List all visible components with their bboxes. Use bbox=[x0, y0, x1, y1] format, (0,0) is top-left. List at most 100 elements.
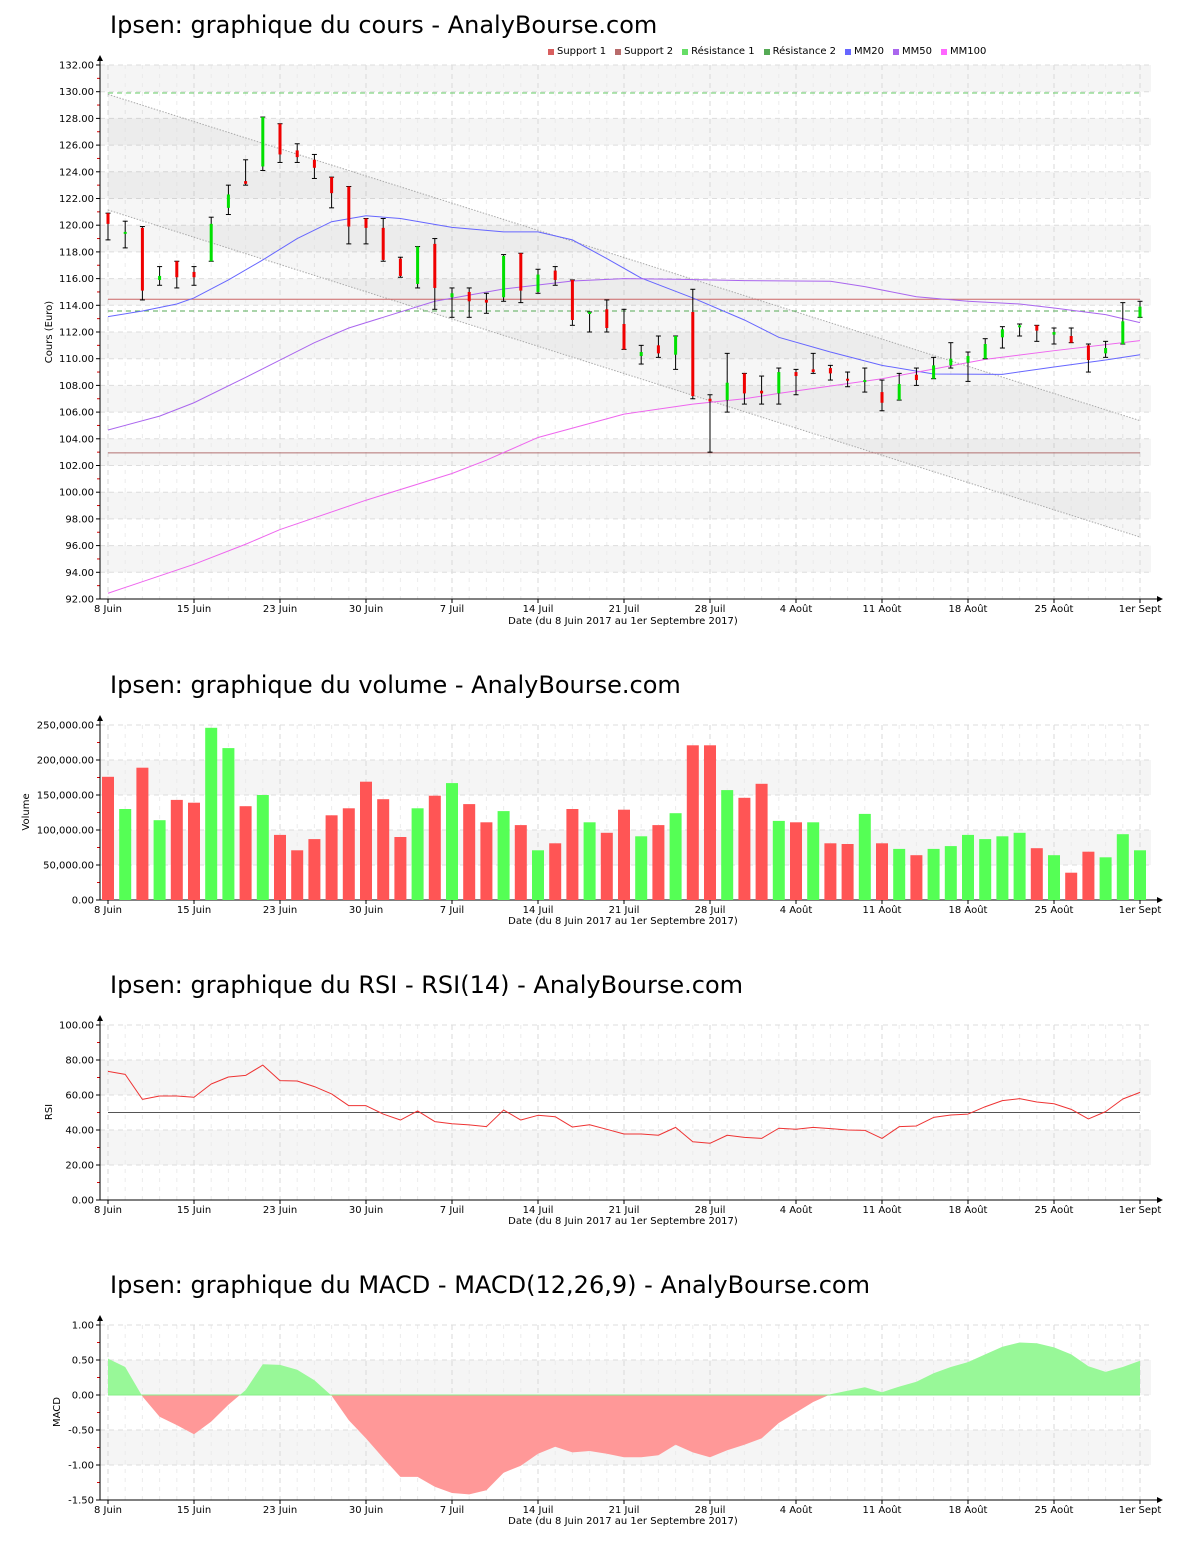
volume-bar bbox=[360, 781, 372, 900]
legend-swatch-resistance-1-icon bbox=[682, 49, 689, 55]
candle-body bbox=[1138, 306, 1142, 318]
macd-y-axis-title: MACD bbox=[52, 1397, 63, 1427]
candlestick bbox=[1103, 340, 1109, 358]
candle-body bbox=[811, 369, 815, 373]
candlestick bbox=[1120, 302, 1126, 345]
y-tick-label: 250,000.00 bbox=[37, 721, 94, 732]
candlestick bbox=[1068, 327, 1074, 344]
volume-bar bbox=[153, 820, 166, 900]
y-tick-label: 104.00 bbox=[59, 434, 94, 445]
candle-body bbox=[983, 344, 987, 359]
x-tick-label: 18 Août bbox=[949, 1504, 988, 1516]
y-tick-label: 80.00 bbox=[65, 1056, 94, 1067]
candlestick bbox=[1017, 323, 1023, 337]
price-y-axis-title: Cours (Euro) bbox=[44, 300, 55, 364]
y-tick-label: 98.00 bbox=[65, 514, 94, 525]
x-tick-label: 11 Août bbox=[863, 603, 902, 615]
volume-bar bbox=[962, 834, 974, 900]
shaded-band bbox=[100, 65, 1151, 92]
y-tick-label: 100,000.00 bbox=[37, 826, 94, 837]
x-tick-label: 18 Août bbox=[949, 1204, 988, 1216]
y-tick-label: 100.00 bbox=[59, 488, 94, 499]
volume-bar bbox=[772, 820, 785, 900]
legend-label: Résistance 2 bbox=[772, 46, 837, 57]
volume-bar bbox=[325, 815, 338, 900]
candle-body bbox=[278, 123, 282, 155]
candle-body bbox=[1018, 325, 1022, 328]
y-tick-label: 116.00 bbox=[59, 274, 94, 285]
legend-item-support-1: Support 1 bbox=[548, 46, 606, 58]
volume-chart-title: Ipsen: graphique du volume - AnalyBourse… bbox=[110, 671, 681, 699]
candle-body bbox=[330, 177, 334, 194]
volume-bar bbox=[566, 809, 579, 900]
x-tick-label: 25 Août bbox=[1035, 1204, 1074, 1216]
x-tick-label: 7 Juil bbox=[440, 1205, 464, 1216]
candle-body bbox=[674, 336, 678, 355]
candlestick bbox=[105, 212, 111, 241]
x-tick-label: 23 Juin bbox=[263, 1205, 297, 1216]
volume-bar bbox=[291, 850, 304, 900]
legend-item-mm20: MM20 bbox=[845, 46, 884, 58]
y-tick-label: 118.00 bbox=[59, 247, 94, 258]
y-tick-label: 106.00 bbox=[59, 408, 94, 419]
candlestick bbox=[707, 394, 713, 453]
volume-bar bbox=[342, 808, 355, 900]
x-tick-label: 1er Sept bbox=[1119, 905, 1162, 916]
candlestick bbox=[604, 299, 610, 333]
volume-bar bbox=[1048, 855, 1060, 900]
candlestick bbox=[690, 288, 696, 400]
macd-x-axis-title: Date (du 8 Juin 2017 au 1er Septembre 20… bbox=[508, 1516, 738, 1527]
x-tick-label: 21 Juil bbox=[609, 1205, 640, 1216]
candlestick bbox=[380, 218, 386, 262]
candle-body bbox=[914, 374, 918, 381]
price-chart-legend: Support 1 Support 2 Résistance 1 Résista… bbox=[548, 46, 986, 58]
volume-y-axis-title: Volume bbox=[21, 793, 32, 831]
candle-body bbox=[502, 255, 506, 298]
x-tick-label: 14 Juil bbox=[523, 905, 554, 916]
candle-body bbox=[846, 378, 850, 381]
x-tick-label: 7 Juil bbox=[440, 905, 464, 916]
volume-bar bbox=[377, 799, 390, 900]
candlestick bbox=[1051, 327, 1057, 345]
x-tick-label: 8 Juin bbox=[94, 1205, 122, 1216]
candle-body bbox=[381, 227, 385, 260]
volume-bar bbox=[841, 844, 854, 900]
candle-body bbox=[398, 258, 402, 276]
shaded-band bbox=[100, 118, 1151, 146]
legend-swatch-mm50-icon bbox=[893, 49, 900, 55]
candle-body bbox=[467, 291, 471, 302]
x-tick-label: 18 Août bbox=[949, 904, 988, 916]
candle-body bbox=[828, 368, 832, 374]
candlestick bbox=[741, 372, 747, 405]
candlestick bbox=[913, 367, 919, 386]
candle-body bbox=[140, 227, 144, 291]
candle-body bbox=[639, 352, 643, 357]
legend-label: Support 1 bbox=[557, 46, 607, 57]
y-tick-label: 200,000.00 bbox=[37, 756, 94, 767]
candle-body bbox=[1104, 348, 1108, 354]
y-tick-label: -1.50 bbox=[68, 1496, 94, 1507]
legend-label: MM20 bbox=[854, 46, 885, 57]
candle-body bbox=[553, 270, 557, 280]
x-tick-label: 14 Juil bbox=[523, 1505, 554, 1516]
candle-body bbox=[691, 311, 695, 397]
legend-label: Support 2 bbox=[624, 46, 674, 57]
y-axis-arrow-icon bbox=[97, 715, 103, 721]
candle-body bbox=[158, 275, 162, 280]
shaded-band bbox=[100, 225, 1151, 252]
candlestick bbox=[862, 367, 868, 393]
candle-body bbox=[261, 117, 265, 167]
candle-body bbox=[244, 181, 248, 184]
candle-body bbox=[123, 231, 127, 234]
candlestick bbox=[483, 292, 489, 314]
candle-body bbox=[295, 150, 299, 158]
candlestick bbox=[965, 351, 971, 382]
volume-bar bbox=[428, 795, 441, 900]
y-tick-label: 110.00 bbox=[59, 354, 94, 365]
volume-bar bbox=[170, 799, 183, 900]
y-tick-label: 96.00 bbox=[65, 541, 94, 552]
y-tick-label: 150,000.00 bbox=[37, 791, 94, 802]
volume-bar bbox=[1030, 848, 1043, 900]
candle-body bbox=[949, 358, 953, 366]
candlestick bbox=[793, 368, 799, 396]
